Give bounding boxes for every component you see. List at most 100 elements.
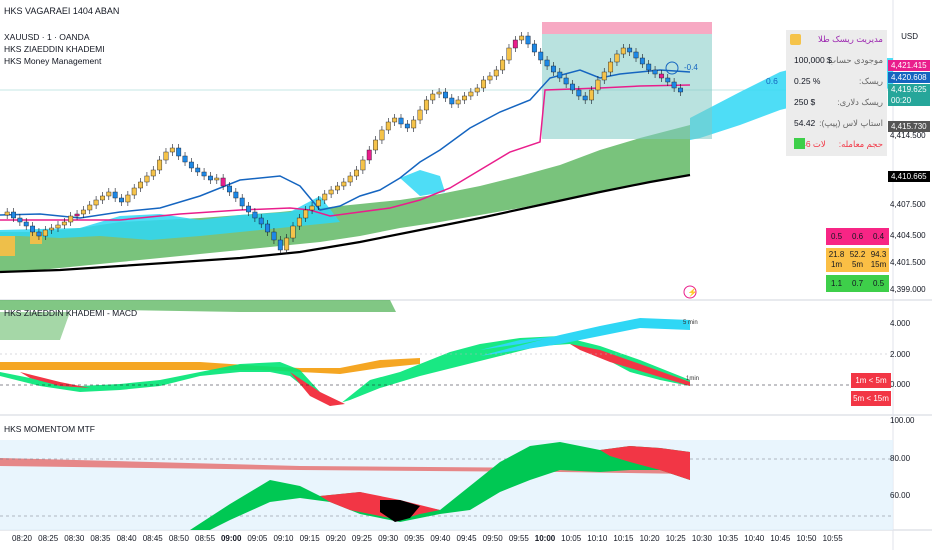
risk-row-value: 100,000 $ [794,55,832,65]
candle [119,197,124,203]
candle [290,225,296,239]
macd-pane-title[interactable]: HKS ZIAEDDIN KHADEMI - MACD [4,308,138,318]
candle [500,59,506,71]
candle [582,95,588,101]
mtf-timeframe: 15m [870,260,887,269]
candle [506,47,512,61]
momentum-pane-title[interactable]: HKS MOMENTOM MTF [4,424,95,434]
time-tick: 10:45 [770,534,791,543]
candle [468,91,474,97]
candle [354,169,359,177]
candle [538,51,544,61]
svg-text:⚡: ⚡ [688,287,698,297]
candle [430,93,436,101]
candle [277,239,283,251]
time-tick: 10:00 [534,534,556,543]
candle [303,209,309,219]
candle [227,185,232,193]
mtf-cell: 1.1 [826,275,847,292]
candle [398,117,404,125]
price-tag-gray: 4,415.730 [888,121,930,132]
mtf-value: 52.2 [849,250,866,259]
candle [373,139,379,151]
candle [246,205,251,213]
candle [55,224,61,229]
time-tick: 08:25 [38,534,59,543]
candle [443,91,448,99]
candle [544,59,550,67]
indicator-legend-1[interactable]: HKS ZIAEDDIN KHADEMI [4,44,105,54]
momentum-axis-tick: 80.00 [890,454,911,463]
candle [106,191,112,197]
candle [271,231,277,241]
candle [658,73,664,79]
candle [296,217,302,227]
time-tick: 10:05 [561,534,582,543]
price-tick: 4,399.000 [890,285,926,294]
candle [74,213,80,217]
candle [284,237,290,251]
candle [144,175,150,183]
candle [169,147,175,153]
candle [23,221,29,227]
indicator-legend-2[interactable]: HKS Money Management [4,56,102,66]
candle [639,57,645,65]
candle [601,71,607,81]
price-tick: 4,414.500 [890,131,926,140]
macd-axis-tick: 0.000 [890,380,911,389]
candle [150,169,156,177]
time-tick: 09:35 [404,534,425,543]
app-title: HKS VAGARAEI 1404 ABAN [4,6,120,16]
time-tick: 09:45 [456,534,477,543]
candle [423,99,429,111]
macd-5min-label: 5 min [683,320,698,326]
candle [220,177,226,187]
time-tick: 09:30 [378,534,399,543]
time-tick: 08:50 [168,534,189,543]
candle [531,43,537,53]
price-tag-blue: 4,420.608 [888,72,930,83]
candle [157,159,163,171]
candle [252,211,258,219]
candle [4,211,10,216]
chart-icon [794,138,805,149]
candle [417,109,423,121]
risk-row-value: 54.42 [794,118,816,128]
time-tick: 10:30 [691,534,712,543]
time-tick: 10:15 [613,534,634,543]
candle [570,83,575,91]
time-tick: 08:40 [116,534,137,543]
time-tick: 10:25 [665,534,686,543]
candle [188,161,194,169]
candle [265,223,271,233]
price-tag-black: 4,410.665 [888,171,930,182]
candle [366,149,372,161]
mtf-cell: 0.4 [868,228,889,245]
time-tick: 09:50 [482,534,503,543]
time-tick: 08:30 [64,534,85,543]
time-tick: 10:10 [587,534,608,543]
candle [360,159,366,171]
time-tick: 08:55 [195,534,216,543]
time-tick: 10:40 [744,534,765,543]
risk-row-label: استاپ لاس (پیپ): [819,118,883,128]
candle [449,97,455,105]
mtf-cell: 0.7 [847,275,868,292]
candle [61,221,67,226]
mtf-cell: 0.5 [826,228,847,245]
mtf-cell: 21.8 1m [826,248,847,272]
candle [195,167,201,173]
time-tick: 09:00 [220,534,242,543]
candle [493,69,499,77]
candle [322,193,328,201]
price-tick: 4,401.500 [890,258,926,267]
macd-1min-label: 1min [686,376,700,382]
time-tick: 09:15 [299,534,320,543]
symbol-legend[interactable]: XAUUSD · 1 · OANDA [4,32,90,42]
candle [347,175,353,183]
candle [487,75,493,81]
candle [201,171,207,177]
candle [678,87,683,93]
candle [315,199,321,207]
